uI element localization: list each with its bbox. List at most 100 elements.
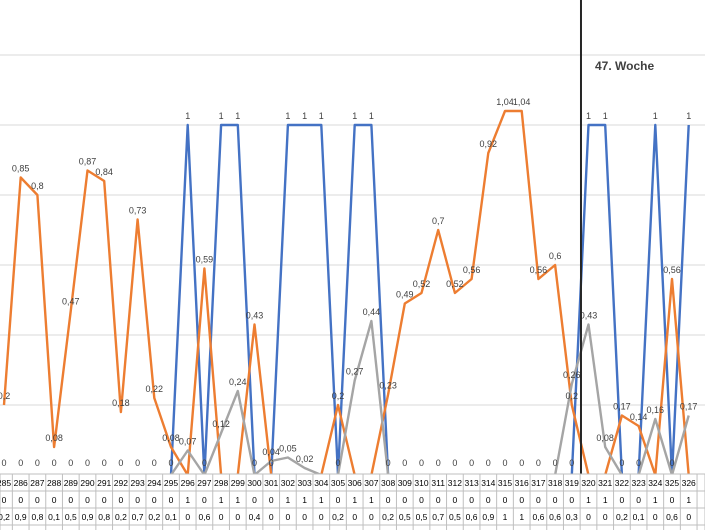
data-label: 0,26 bbox=[563, 370, 581, 380]
table-cell: 297 bbox=[197, 478, 211, 488]
table-cell: 313 bbox=[465, 478, 479, 488]
data-label: 0,07 bbox=[179, 437, 197, 447]
table-cell: 0,3 bbox=[566, 512, 578, 522]
table-cell: 0 bbox=[386, 495, 391, 505]
table-cell: 306 bbox=[348, 478, 362, 488]
table-cell: 310 bbox=[414, 478, 428, 488]
data-label: 0 bbox=[152, 458, 157, 468]
data-label: 0,92 bbox=[480, 139, 498, 149]
table-cell: 0 bbox=[519, 495, 524, 505]
data-label: 1 bbox=[319, 111, 324, 121]
table-cell: 1 bbox=[519, 512, 524, 522]
table-cell: 0 bbox=[119, 495, 124, 505]
data-label: 0 bbox=[553, 458, 558, 468]
table-cell: 0 bbox=[269, 512, 274, 522]
data-label: 0,43 bbox=[580, 311, 598, 321]
data-label: 0 bbox=[168, 458, 173, 468]
table-cell: 0,6 bbox=[532, 512, 544, 522]
data-label: 0,24 bbox=[229, 377, 247, 387]
data-label: 0 bbox=[202, 458, 207, 468]
table-cell: 314 bbox=[481, 478, 495, 488]
table-cell: 0 bbox=[235, 512, 240, 522]
table-cell: 1 bbox=[352, 495, 357, 505]
table-cell: 0 bbox=[185, 512, 190, 522]
table-cell: 0,9 bbox=[482, 512, 494, 522]
data-label: 1 bbox=[219, 111, 224, 121]
table-cell: 0 bbox=[219, 512, 224, 522]
series-layer bbox=[2, 109, 690, 477]
data-label: 0 bbox=[118, 458, 123, 468]
table-cell: 1 bbox=[653, 495, 658, 505]
data-label: 0,43 bbox=[246, 311, 264, 321]
data-label: 0,27 bbox=[346, 367, 364, 377]
table-cell: 289 bbox=[64, 478, 78, 488]
table-cell: 318 bbox=[548, 478, 562, 488]
table-cell: 286 bbox=[14, 478, 28, 488]
table-cell: 296 bbox=[181, 478, 195, 488]
data-label: 0 bbox=[386, 458, 391, 468]
table-cell: 0 bbox=[419, 495, 424, 505]
table-cell: 0 bbox=[169, 495, 174, 505]
week-annotation: 47. Woche bbox=[595, 59, 654, 73]
data-label: 1 bbox=[285, 111, 290, 121]
data-label: 0,2 bbox=[566, 391, 579, 401]
data-label: 0,16 bbox=[647, 405, 665, 415]
data-label: 0 bbox=[252, 458, 257, 468]
table-cell: 0,7 bbox=[432, 512, 444, 522]
table-cell: 0,9 bbox=[82, 512, 94, 522]
data-label: 0 bbox=[619, 458, 624, 468]
table-cell: 0 bbox=[102, 495, 107, 505]
data-label: 0,49 bbox=[396, 290, 414, 300]
data-label: 0 bbox=[35, 458, 40, 468]
data-label: 0,17 bbox=[680, 402, 698, 412]
data-label: 0,47 bbox=[62, 297, 80, 307]
table-cell: 0 bbox=[35, 495, 40, 505]
table-cell: 0,2 bbox=[148, 512, 160, 522]
table-cell: 0,6 bbox=[466, 512, 478, 522]
table-cell: 0 bbox=[586, 512, 591, 522]
table-cell: 315 bbox=[498, 478, 512, 488]
table-cell: 0 bbox=[302, 512, 307, 522]
data-label: 0,23 bbox=[379, 381, 397, 391]
table-cell: 0,2 bbox=[616, 512, 628, 522]
table-cell: 0 bbox=[636, 495, 641, 505]
data-label: 0,6 bbox=[549, 251, 562, 261]
table-cell: 0 bbox=[68, 495, 73, 505]
table-cell: 0 bbox=[603, 512, 608, 522]
data-label: 0 bbox=[402, 458, 407, 468]
table-cell: 0,5 bbox=[416, 512, 428, 522]
table-cell: 0 bbox=[402, 495, 407, 505]
table-cell: 322 bbox=[615, 478, 629, 488]
data-label: 1 bbox=[352, 111, 357, 121]
data-label: 0,59 bbox=[196, 255, 214, 265]
table-cell: 326 bbox=[682, 478, 696, 488]
table-cell: 0 bbox=[52, 495, 57, 505]
data-label: 0 bbox=[68, 458, 73, 468]
table-cell: 321 bbox=[598, 478, 612, 488]
data-label: 1,04 bbox=[496, 97, 514, 107]
table-cell: 298 bbox=[214, 478, 228, 488]
table-cell: 308 bbox=[381, 478, 395, 488]
table-cell: 0,1 bbox=[48, 512, 60, 522]
data-label: 0,8 bbox=[31, 181, 44, 191]
table-cell: 0,1 bbox=[165, 512, 177, 522]
data-label: 0,7 bbox=[432, 216, 445, 226]
data-label: 0,17 bbox=[613, 402, 631, 412]
data-label: 0 bbox=[52, 458, 57, 468]
table-cell: 0 bbox=[336, 495, 341, 505]
data-label: 0 bbox=[636, 458, 641, 468]
data-label: 0,84 bbox=[95, 167, 113, 177]
series-line-2 bbox=[4, 319, 690, 477]
table-cell: 312 bbox=[448, 478, 462, 488]
table-cell: 307 bbox=[364, 478, 378, 488]
data-label: 1 bbox=[302, 111, 307, 121]
table-cell: 0 bbox=[670, 495, 675, 505]
table-cell: 0 bbox=[252, 495, 257, 505]
table-cell: 304 bbox=[314, 478, 328, 488]
table-cell: 0 bbox=[536, 495, 541, 505]
table-cell: 0 bbox=[453, 495, 458, 505]
table-cell: 0 bbox=[2, 495, 7, 505]
table-cell: 0 bbox=[135, 495, 140, 505]
table-cell: 1 bbox=[286, 495, 291, 505]
